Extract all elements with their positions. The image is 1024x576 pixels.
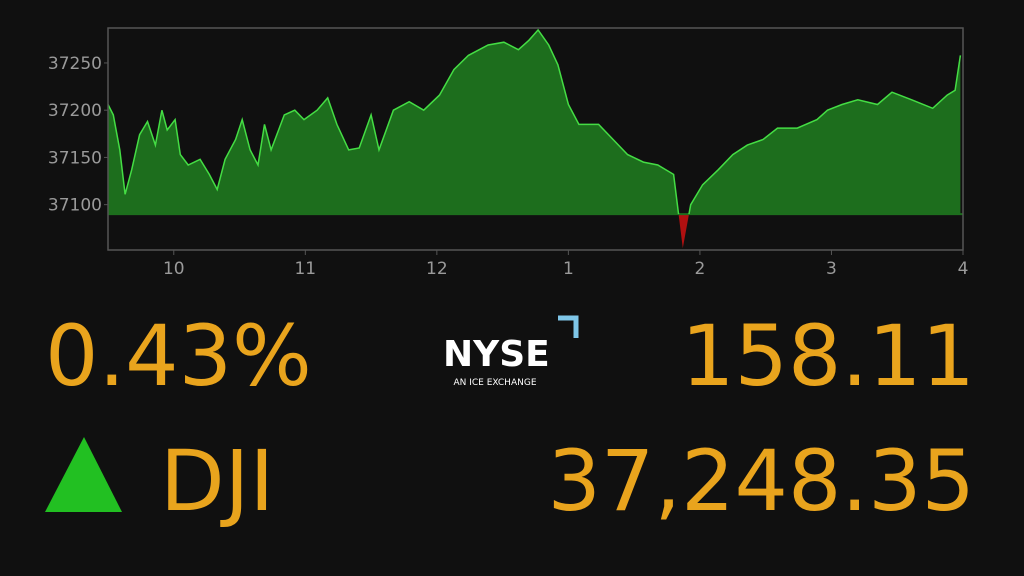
y-tick-label: 37200 [48,101,102,121]
area-above [108,29,961,215]
x-tick-label: 4 [958,259,969,279]
price: 37,248.35 [547,432,975,530]
line [108,28,962,215]
logo-bracket [558,315,579,338]
logo-tagline: AN ICE EXCHANGE [453,378,536,388]
up-arrow [45,437,122,512]
y-tick-label: 37150 [48,148,102,168]
x-tick-label: 2 [695,259,706,279]
plot-frame [107,27,964,251]
x-tick-label: 3 [826,259,837,279]
x-tick-label: 1 [563,259,574,279]
area-below [678,214,689,249]
points-change: 158.11 [681,307,975,405]
y-tick-label: 37100 [48,196,102,216]
symbol: DJI [160,432,274,530]
plot [108,28,963,249]
x-tick-label: 11 [294,259,316,279]
x-tick-label: 10 [163,259,185,279]
x-tick-label: 12 [426,259,448,279]
logo-name: NYSE [443,334,550,375]
percent-change: 0.43% [45,307,312,405]
y-tick-label: 37250 [48,54,102,74]
